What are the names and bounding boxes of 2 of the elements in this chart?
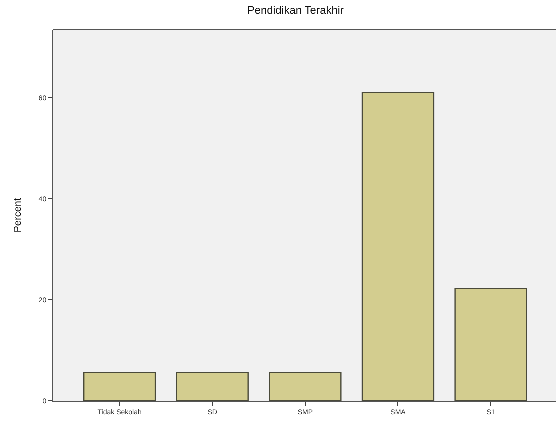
chart-title: Pendidikan Terakhir [248,5,344,18]
y-axis-title: Percent [12,198,24,233]
